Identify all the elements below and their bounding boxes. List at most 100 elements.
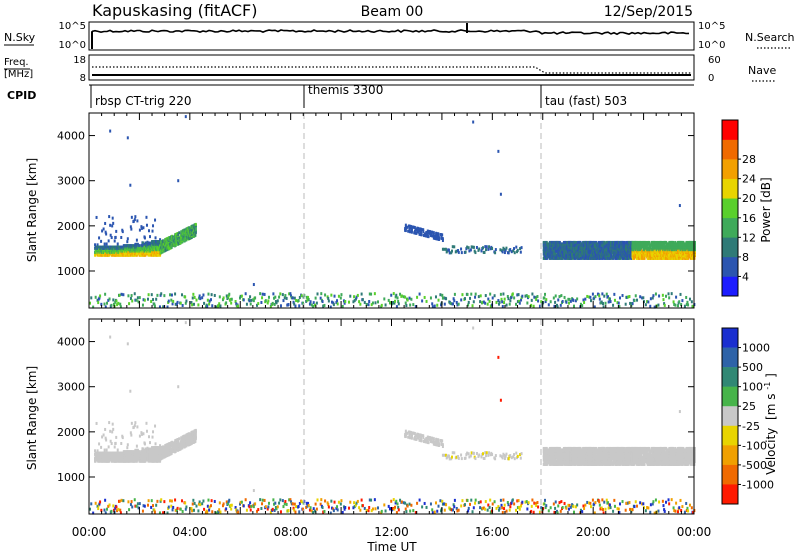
power-cell <box>371 301 374 305</box>
power-cell <box>282 299 285 303</box>
power-cell <box>291 296 294 300</box>
power-cell <box>96 243 99 247</box>
power-cell <box>530 303 533 307</box>
power-cell <box>263 292 266 296</box>
power-cell <box>300 294 303 298</box>
cpid-segment-2: themis 3300 <box>308 83 383 97</box>
power-cell <box>197 303 200 307</box>
power-cell <box>499 292 502 296</box>
power-cell <box>452 297 455 301</box>
power-cell <box>432 231 435 235</box>
power-cell <box>474 251 477 255</box>
power-cell <box>437 298 440 302</box>
power-x-ticks <box>88 113 695 308</box>
power-cell <box>610 255 613 259</box>
power-cell <box>634 248 637 252</box>
velocity-cell <box>162 445 165 449</box>
power-cell <box>440 235 443 238</box>
power-cell <box>235 302 238 306</box>
power-cell <box>249 295 252 299</box>
power-cell <box>181 293 184 297</box>
power-cell <box>641 249 644 253</box>
power-cell <box>359 302 362 306</box>
power-cell <box>419 231 422 235</box>
velocity-cell <box>126 446 129 450</box>
power-cell <box>601 302 604 306</box>
noise-tick-top-left: 10^5 <box>59 21 86 32</box>
power-cell <box>261 292 264 296</box>
power-cell <box>547 303 550 307</box>
power-cell <box>547 245 550 249</box>
cpid-segment-3: tau (fast) 503 <box>545 94 627 108</box>
power-cell <box>516 300 519 304</box>
power-cell <box>567 301 570 305</box>
power-cell <box>405 304 408 308</box>
velocity-cell <box>157 459 160 463</box>
power-cell <box>404 301 407 305</box>
power-cell <box>467 246 470 250</box>
power-cell <box>572 298 575 302</box>
power-cell <box>414 305 417 309</box>
power-cell <box>542 240 545 244</box>
power-cell <box>544 300 547 304</box>
velocity-cell <box>134 451 137 455</box>
power-cell <box>173 239 176 243</box>
power-cell <box>160 251 163 255</box>
power-cell <box>668 296 671 300</box>
power-cell <box>230 297 233 301</box>
power-cell <box>431 302 434 306</box>
velocity-scatter <box>89 321 696 515</box>
y-tick-label: 1000 <box>57 265 85 278</box>
power-cell <box>478 247 481 251</box>
power-cell <box>416 230 419 234</box>
power-cell <box>487 247 490 251</box>
power-cell <box>227 294 230 298</box>
power-cell <box>543 296 546 300</box>
power-cell <box>418 292 421 296</box>
power-cell <box>600 300 603 304</box>
power-cell <box>687 253 690 257</box>
power-cell <box>151 244 154 248</box>
power-cell <box>193 234 196 238</box>
power-cell <box>330 293 333 297</box>
power-cell <box>192 302 195 306</box>
power-cell <box>155 297 158 301</box>
power-cell <box>152 298 155 302</box>
power-cell <box>131 299 134 303</box>
power-cell <box>416 295 419 299</box>
power-cell <box>426 231 429 235</box>
power-cell <box>319 296 322 300</box>
power-cell <box>150 299 153 303</box>
power-cell <box>451 245 454 249</box>
power-cell <box>104 221 107 225</box>
power-cell <box>515 245 518 249</box>
velocity-cell <box>105 448 108 452</box>
power-cell <box>609 240 612 244</box>
power-cell <box>503 297 506 301</box>
power-cell <box>108 215 111 219</box>
velocity-cell <box>168 442 171 446</box>
power-cell <box>438 238 441 242</box>
power-cell <box>694 245 696 249</box>
power-cell <box>665 294 668 298</box>
power-cell <box>493 294 496 298</box>
power-cell <box>545 245 548 249</box>
power-cell <box>136 242 139 246</box>
power-cell <box>481 246 484 250</box>
power-cell <box>425 232 428 236</box>
power-cell <box>578 249 581 253</box>
power-cell <box>94 253 97 257</box>
power-cell <box>639 295 642 299</box>
power-cell <box>594 243 597 247</box>
power-cell <box>116 303 119 307</box>
velocity-cell <box>120 441 123 445</box>
power-cell <box>624 302 627 306</box>
power-cell <box>598 297 601 301</box>
velocity-cell <box>109 439 112 443</box>
power-cell <box>674 303 677 307</box>
power-cell <box>267 295 270 299</box>
power-cell <box>648 251 651 255</box>
power-cell <box>665 242 668 246</box>
power-cell <box>342 299 345 303</box>
power-cell <box>607 300 610 304</box>
